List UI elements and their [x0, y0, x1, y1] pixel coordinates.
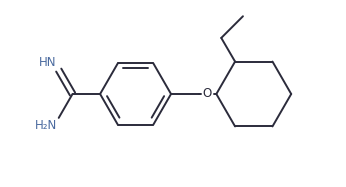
- Text: H₂N: H₂N: [35, 119, 57, 132]
- Text: O: O: [203, 88, 212, 100]
- Text: HN: HN: [39, 56, 57, 69]
